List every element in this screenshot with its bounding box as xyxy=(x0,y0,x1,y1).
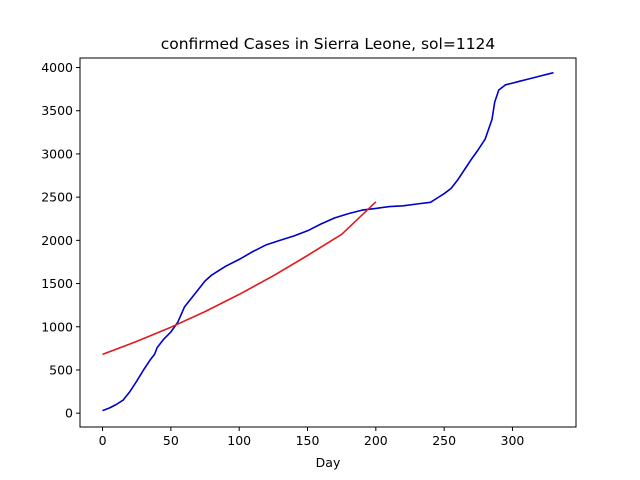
x-tick-label: 150 xyxy=(296,433,320,448)
y-tick-label: 1500 xyxy=(41,276,73,291)
y-tick-label: 500 xyxy=(49,362,73,377)
x-tick-label: 300 xyxy=(501,433,525,448)
y-tick-label: 2500 xyxy=(41,190,73,205)
x-tick-label: 100 xyxy=(227,433,251,448)
y-tick-label: 3000 xyxy=(41,146,73,161)
chart-title: confirmed Cases in Sierra Leone, sol=112… xyxy=(161,35,496,53)
x-tick-label: 50 xyxy=(163,433,179,448)
x-axis-label: Day xyxy=(316,455,341,470)
series-line-1 xyxy=(102,71,554,412)
y-axis: 0 500 1000 1500 2000 2500 3000 3500 4000 xyxy=(41,60,80,421)
y-tick-label: 1000 xyxy=(41,319,73,334)
x-tick-label: 250 xyxy=(432,433,456,448)
y-tick-label: 0 xyxy=(65,406,73,421)
plot-area xyxy=(79,57,577,428)
x-axis: 0 50 100 150 200 250 300 xyxy=(99,427,525,448)
y-tick-label: 2000 xyxy=(41,233,73,248)
series-layer xyxy=(102,71,554,412)
x-tick-label: 200 xyxy=(364,433,388,448)
series-line-2 xyxy=(102,201,377,356)
y-tick-label: 4000 xyxy=(41,60,73,75)
x-tick-label: 0 xyxy=(99,433,107,448)
y-tick-label: 3500 xyxy=(41,103,73,118)
